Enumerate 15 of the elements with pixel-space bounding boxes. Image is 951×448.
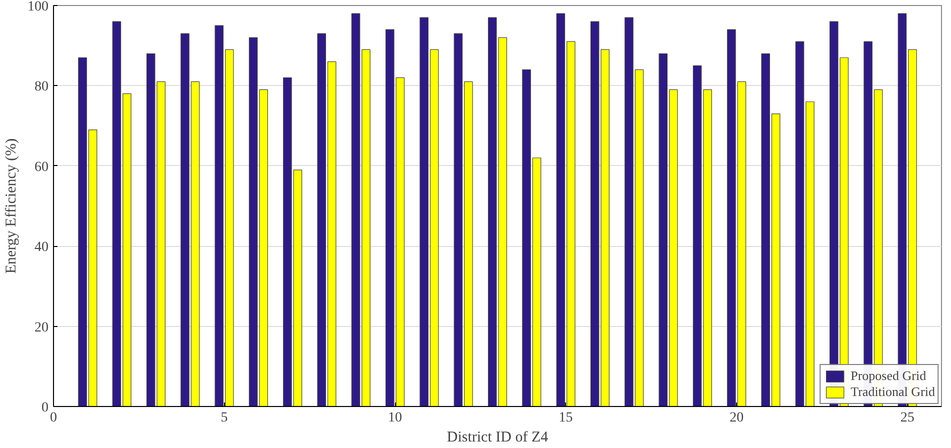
x-tick-label: 20 bbox=[730, 410, 744, 426]
x-tick-label: 5 bbox=[220, 410, 228, 426]
legend-label: Proposed Grid bbox=[850, 368, 926, 384]
y-tick-label: 100 bbox=[28, 0, 48, 14]
x-tick-label: 15 bbox=[558, 410, 573, 426]
x-tick-label: 25 bbox=[900, 410, 914, 426]
x-tick-label: 10 bbox=[388, 410, 402, 426]
y-tick-label: 80 bbox=[34, 80, 48, 95]
y-tick-label: 60 bbox=[34, 160, 48, 175]
y-tick-label: 40 bbox=[34, 240, 48, 256]
y-axis-title: Energy Efficiency (%) bbox=[4, 138, 20, 274]
y-tick-label: 0 bbox=[42, 400, 48, 416]
x-axis-title: District ID of Z4 bbox=[446, 430, 549, 446]
legend-label: Traditional Grid bbox=[850, 384, 935, 400]
y-tick-label: 20 bbox=[34, 320, 48, 336]
